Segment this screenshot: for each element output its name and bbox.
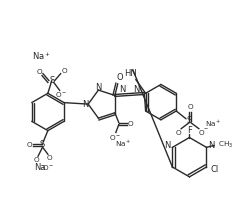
Text: O: O xyxy=(187,104,193,110)
Text: $^-$: $^-$ xyxy=(202,126,209,132)
Text: CH$_3$: CH$_3$ xyxy=(218,139,233,150)
Text: N: N xyxy=(164,141,171,150)
Text: F: F xyxy=(187,126,192,135)
Text: O: O xyxy=(175,130,181,136)
Text: Na$^+$: Na$^+$ xyxy=(205,119,222,129)
Text: O: O xyxy=(36,69,42,75)
Text: O: O xyxy=(62,68,67,74)
Text: O: O xyxy=(47,155,53,161)
Text: S: S xyxy=(49,76,55,85)
Text: Na$^+$: Na$^+$ xyxy=(32,50,51,62)
Text: S: S xyxy=(39,140,45,149)
Text: Cl: Cl xyxy=(210,165,219,174)
Text: O: O xyxy=(116,73,123,82)
Text: Na$^+$: Na$^+$ xyxy=(115,139,132,149)
Text: N: N xyxy=(82,100,88,109)
Text: N: N xyxy=(133,85,140,94)
Text: N: N xyxy=(208,141,214,150)
Text: O$^-$: O$^-$ xyxy=(109,133,121,142)
Text: S: S xyxy=(187,116,192,125)
Text: O: O xyxy=(128,121,133,126)
Text: O$^-$: O$^-$ xyxy=(42,163,54,172)
Text: O: O xyxy=(33,157,39,163)
Text: Na: Na xyxy=(34,163,46,172)
Text: N: N xyxy=(119,85,126,94)
Text: O: O xyxy=(26,142,32,148)
Text: HN: HN xyxy=(124,69,137,78)
Text: O: O xyxy=(199,130,205,136)
Text: O$^-$: O$^-$ xyxy=(55,90,68,99)
Text: N: N xyxy=(95,83,102,92)
